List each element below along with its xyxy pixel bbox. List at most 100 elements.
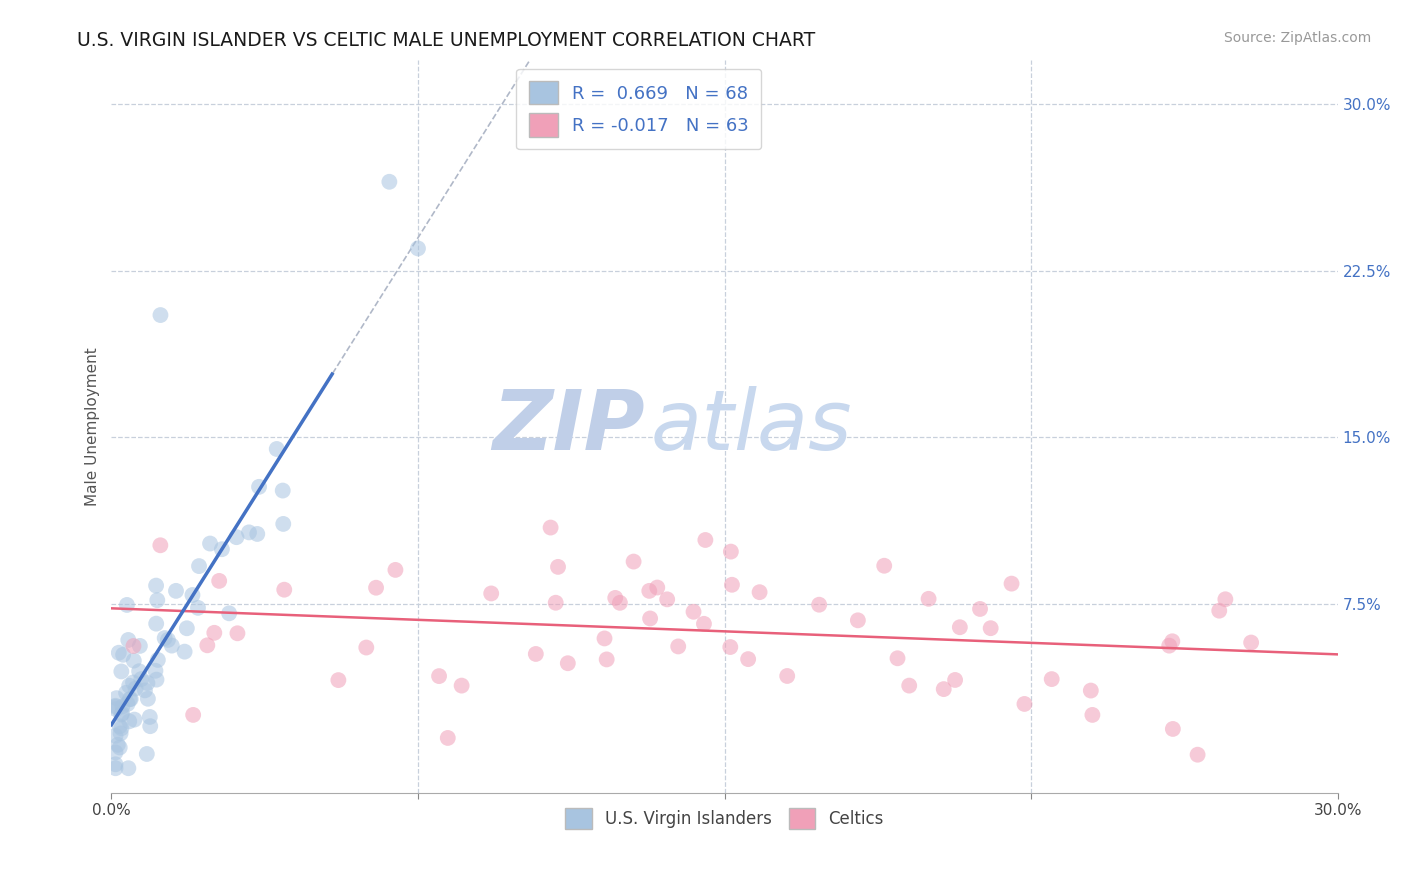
Point (128, 639, 150, 653)
Point (110, 707, 132, 722)
Point (595, 652, 617, 666)
Point (623, 555, 645, 569)
Point (524, 647, 547, 661)
Point (218, 607, 240, 621)
Point (1161, 722, 1184, 736)
Point (1187, 747, 1209, 762)
Point (149, 308, 172, 322)
Point (1208, 604, 1230, 618)
Point (225, 530, 247, 544)
Point (146, 593, 169, 607)
Point (107, 738, 129, 752)
Point (110, 665, 132, 679)
Text: Source: ZipAtlas.com: Source: ZipAtlas.com (1223, 31, 1371, 45)
Point (145, 673, 167, 687)
Point (153, 631, 176, 645)
Point (917, 591, 939, 606)
Point (427, 669, 450, 683)
Point (173, 645, 195, 659)
Point (122, 675, 145, 690)
Point (104, 757, 127, 772)
Text: ZIP: ZIP (492, 385, 645, 467)
Point (136, 676, 159, 690)
Point (657, 592, 679, 607)
Point (104, 729, 127, 743)
Point (104, 702, 127, 716)
Point (104, 699, 127, 714)
Point (666, 640, 689, 654)
Point (226, 626, 249, 640)
Point (176, 621, 198, 635)
Point (198, 536, 221, 550)
Point (181, 588, 204, 602)
Point (1161, 634, 1184, 648)
Point (886, 651, 908, 665)
Point (544, 596, 567, 610)
Point (107, 646, 129, 660)
Point (146, 653, 169, 667)
Point (721, 578, 744, 592)
Point (718, 640, 741, 654)
Text: U.S. VIRGIN ISLANDER VS CELTIC MALE UNEMPLOYMENT CORRELATION CHART: U.S. VIRGIN ISLANDER VS CELTIC MALE UNEM… (77, 31, 815, 50)
Point (436, 731, 458, 745)
Point (145, 664, 167, 678)
Point (540, 520, 562, 534)
Point (693, 616, 716, 631)
Legend: U.S. Virgin Islanders, Celtics: U.S. Virgin Islanders, Celtics (558, 801, 890, 836)
Point (808, 598, 831, 612)
Point (932, 682, 955, 697)
Point (949, 620, 972, 634)
Point (117, 761, 139, 775)
Point (149, 538, 172, 552)
Point (1000, 576, 1022, 591)
Point (266, 442, 288, 456)
Point (1040, 672, 1063, 686)
Point (104, 761, 127, 775)
Point (118, 692, 141, 706)
Point (139, 719, 162, 733)
Point (117, 697, 139, 711)
Point (273, 582, 295, 597)
Point (165, 583, 187, 598)
Point (246, 527, 269, 541)
Point (748, 585, 770, 599)
Point (271, 516, 294, 531)
Point (115, 598, 138, 612)
Point (134, 683, 156, 698)
Point (898, 679, 921, 693)
Point (124, 713, 146, 727)
Point (145, 579, 167, 593)
Point (356, 640, 378, 655)
Point (122, 654, 145, 668)
Y-axis label: Male Unemployment: Male Unemployment (86, 347, 100, 506)
Point (1215, 592, 1237, 607)
Point (120, 692, 142, 706)
Text: atlas: atlas (651, 385, 852, 467)
Point (1240, 635, 1263, 649)
Point (609, 596, 631, 610)
Point (969, 602, 991, 616)
Point (943, 673, 966, 687)
Point (202, 625, 225, 640)
Point (378, 175, 401, 189)
Point (1081, 707, 1104, 722)
Point (128, 664, 150, 678)
Point (108, 740, 131, 755)
Point (776, 669, 799, 683)
Point (112, 648, 135, 662)
Point (247, 480, 270, 494)
Point (118, 714, 141, 729)
Point (208, 574, 231, 588)
Point (110, 726, 132, 740)
Point (136, 691, 159, 706)
Point (406, 241, 429, 255)
Point (111, 706, 134, 721)
Point (135, 747, 157, 761)
Point (593, 632, 616, 646)
Point (479, 586, 502, 600)
Point (1159, 639, 1181, 653)
Point (117, 632, 139, 647)
Point (873, 558, 896, 573)
Point (139, 710, 162, 724)
Point (181, 707, 204, 722)
